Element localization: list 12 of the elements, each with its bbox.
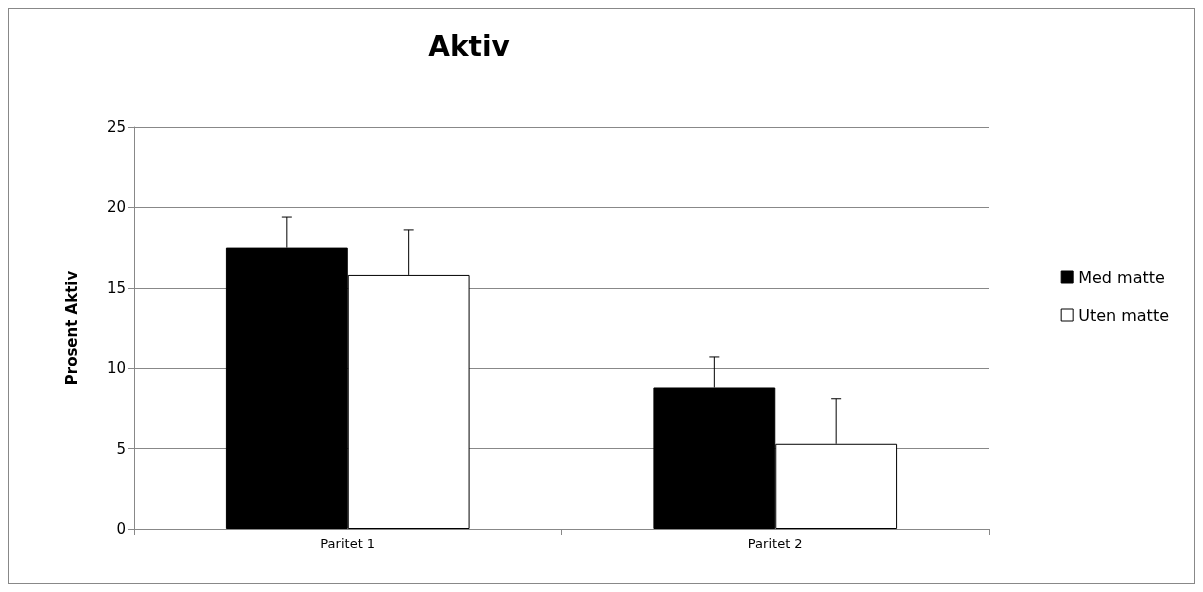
chart-title: Aktiv — [428, 29, 510, 63]
legend-label: Uten matte — [1078, 305, 1170, 325]
y-tick-label: 0 — [116, 520, 126, 538]
y-axis-title: Prosent Aktiv — [62, 270, 81, 386]
y-tick-label: 5 — [116, 439, 126, 458]
y-tick-label: 20 — [106, 198, 126, 217]
y-tick-label: 10 — [106, 359, 126, 378]
legend-label: Med matte — [1078, 267, 1165, 287]
x-tick-label: Paritet 2 — [747, 536, 803, 551]
y-tick-label: 15 — [106, 278, 126, 297]
x-tick-label: Paritet 1 — [320, 536, 376, 551]
y-tick-label: 25 — [106, 118, 126, 136]
